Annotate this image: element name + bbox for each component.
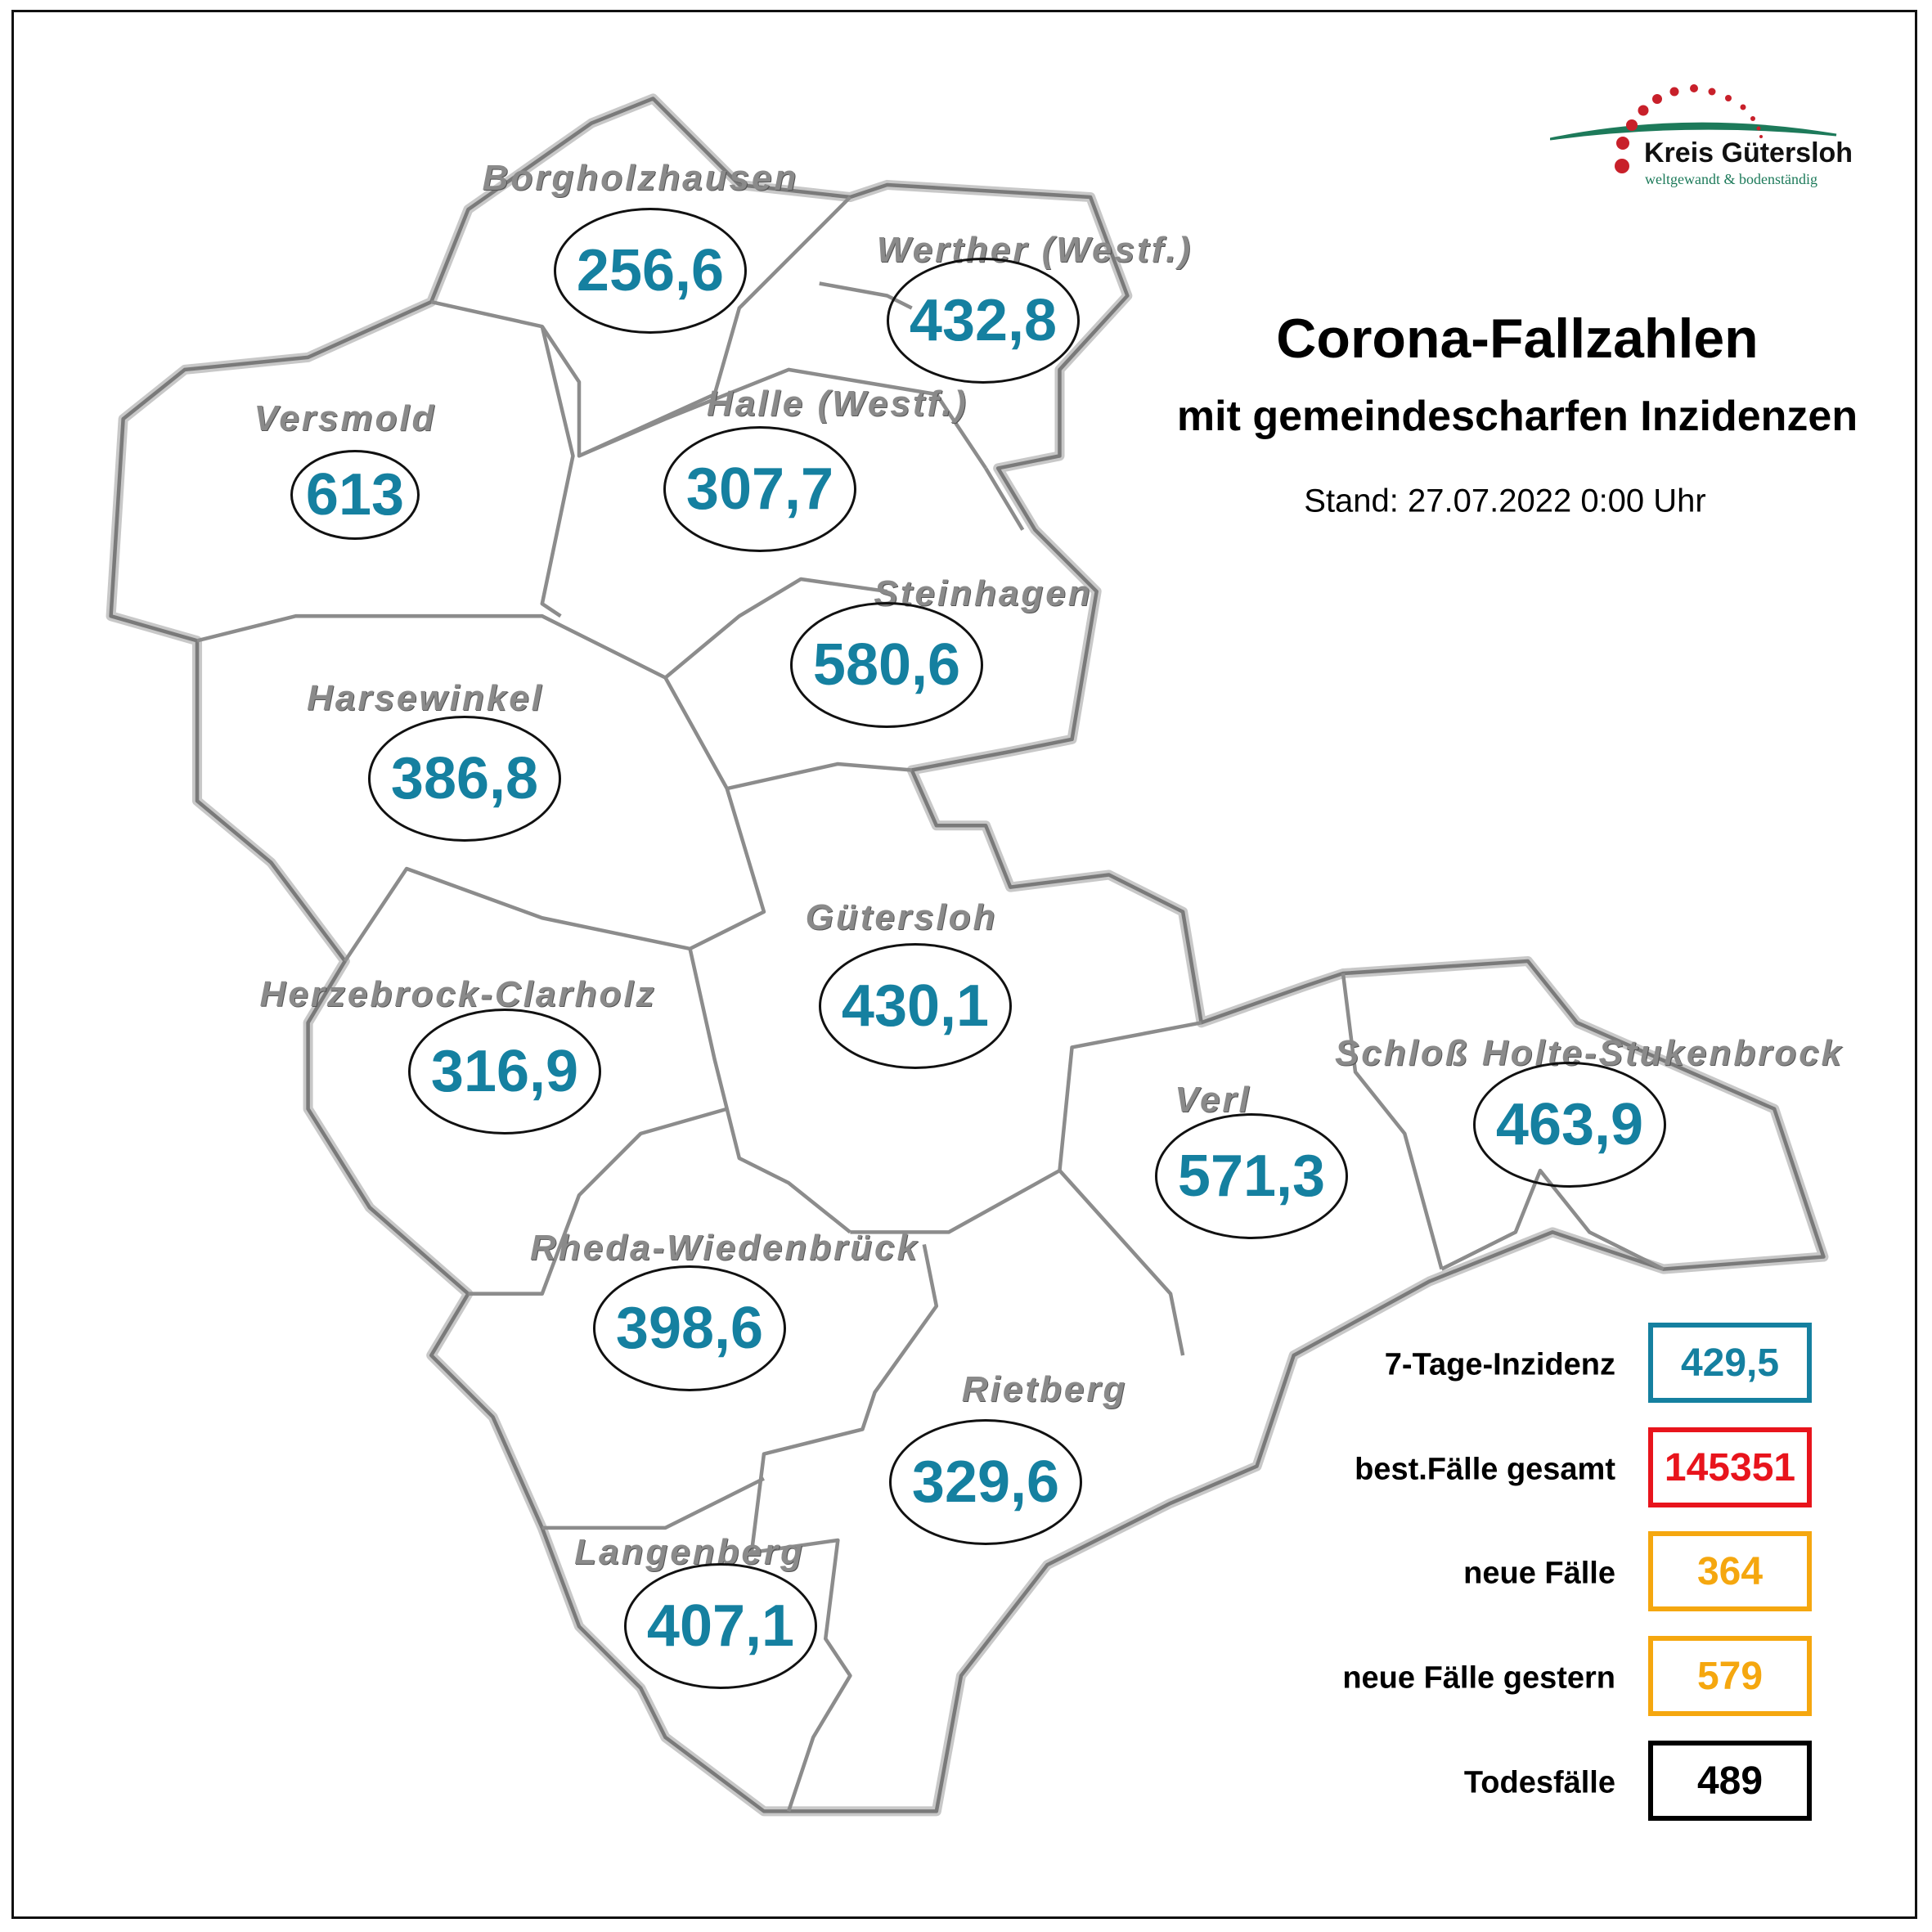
stat-deaths: Todesfälle 489: [1227, 1741, 1812, 1826]
incidence-ellipse: 316,9: [408, 1009, 601, 1134]
stat-value-box: 579: [1648, 1636, 1812, 1716]
district-outline: [109, 97, 1826, 1813]
logo-graphic: [1549, 84, 1837, 173]
stat-value-box: 364: [1648, 1531, 1812, 1611]
date-stamp: Stand: 27.07.2022 0:00 Uhr: [1304, 483, 1706, 519]
logo-tagline: weltgewandt & bodenständig: [1645, 171, 1817, 187]
stat-7-day-incidence: 7-Tage-Inzidenz 429,5: [1227, 1323, 1812, 1408]
stat-label: neue Fälle gestern: [1342, 1660, 1615, 1696]
municipality-label: Rheda-Wiedenbrück: [529, 1228, 920, 1268]
frame-border: [11, 10, 1917, 1919]
incidence-ellipse: 407,1: [624, 1563, 817, 1689]
stat-label: best.Fälle gesamt: [1355, 1452, 1615, 1487]
incidence-ellipse: 256,6: [554, 208, 747, 334]
incidence-ellipse: 307,7: [663, 426, 856, 552]
municipality-label: Halle (Westf.): [707, 384, 968, 424]
stat-value-box: 429,5: [1648, 1323, 1812, 1403]
stat-label: Todesfälle: [1463, 1765, 1615, 1800]
municipality-label: Werther (Westf.): [876, 230, 1193, 270]
municipality-label: Rietberg: [961, 1369, 1128, 1409]
stat-total-cases: best.Fälle gesamt 145351: [1227, 1427, 1812, 1512]
municipality-label: Gütersloh: [805, 897, 998, 937]
municipality-boundaries: [196, 195, 1665, 1813]
municipality-label: Versmold: [254, 398, 437, 438]
stat-label: neue Fälle: [1463, 1556, 1615, 1591]
incidence-ellipse: 613: [290, 450, 420, 540]
kreis-guetersloh-logo: Kreis Gütersloh weltgewandt & bodenständ…: [1549, 70, 1853, 192]
incidence-ellipse: 398,6: [593, 1265, 786, 1391]
municipality-label: Harsewinkel: [307, 678, 544, 718]
stat-value-box: 489: [1648, 1741, 1812, 1821]
incidence-ellipse: 386,8: [368, 716, 561, 842]
page-title: Corona-Fallzahlen: [1276, 308, 1759, 370]
page-subtitle: mit gemeindescharfen Inzidenzen: [1176, 393, 1858, 440]
incidence-ellipse: 580,6: [790, 602, 983, 728]
municipality-label: Langenberg: [574, 1532, 805, 1572]
incidence-ellipse: 432,8: [887, 258, 1080, 384]
municipality-label: Verl: [1175, 1080, 1251, 1120]
stat-new-cases-yesterday: neue Fälle gestern 579: [1227, 1636, 1812, 1721]
stat-new-cases: neue Fälle 364: [1227, 1531, 1812, 1616]
incidence-ellipse: 571,3: [1155, 1113, 1348, 1239]
incidence-ellipse: 430,1: [819, 943, 1012, 1069]
incidence-ellipse: 463,9: [1473, 1062, 1666, 1188]
municipality-label: Borgholzhausen: [482, 158, 799, 198]
stat-label: 7-Tage-Inzidenz: [1384, 1347, 1615, 1382]
logo-name: Kreis Gütersloh: [1644, 137, 1853, 168]
incidence-ellipse: 329,6: [889, 1419, 1082, 1545]
stat-value-box: 145351: [1648, 1427, 1812, 1507]
municipality-label: Herzebrock-Clarholz: [259, 974, 657, 1014]
